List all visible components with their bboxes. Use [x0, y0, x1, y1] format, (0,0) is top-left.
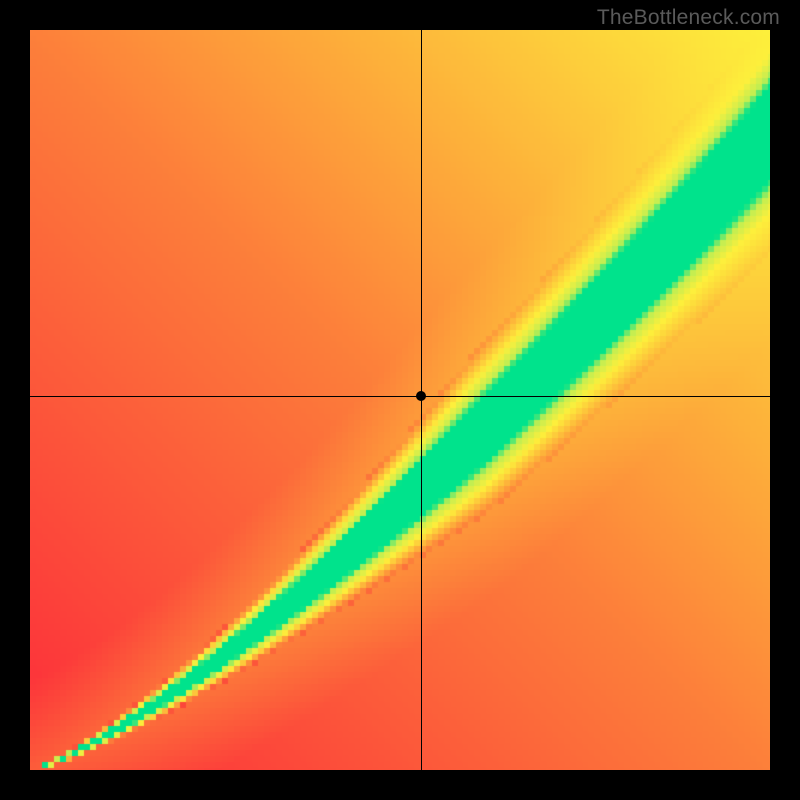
crosshair-horizontal — [30, 396, 770, 397]
watermark-text: TheBottleneck.com — [597, 6, 780, 30]
crosshair-marker — [416, 391, 426, 401]
heatmap-plot — [30, 30, 770, 770]
heatmap-canvas — [30, 30, 770, 770]
